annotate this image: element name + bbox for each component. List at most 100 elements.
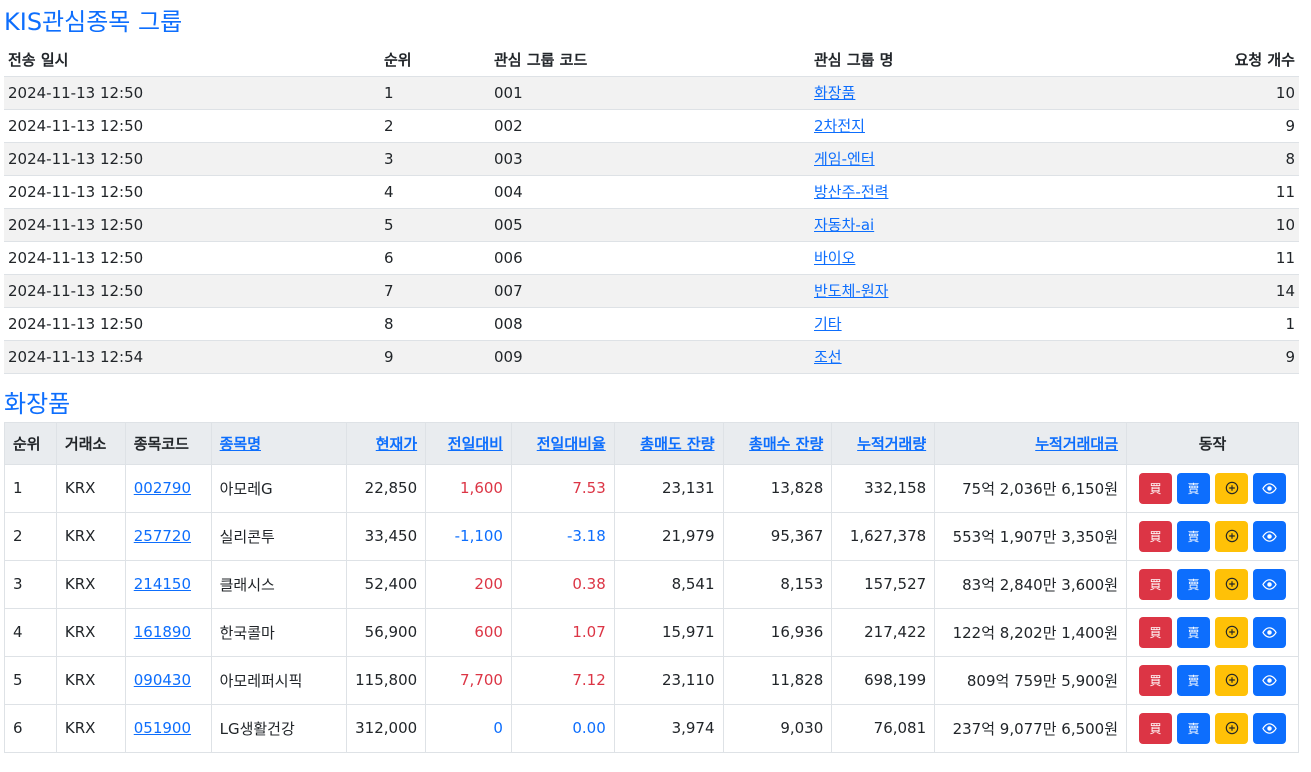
plus-circle-icon [1225, 577, 1239, 591]
stock-code-link[interactable]: 051900 [133, 719, 192, 737]
add-button[interactable] [1215, 568, 1249, 600]
group-request-count: 11 [1190, 241, 1299, 275]
buy-button[interactable]: 買 [1139, 664, 1173, 696]
group-name-link[interactable]: 기타 [814, 315, 842, 333]
sort-ask-total-link[interactable]: 총매도 잔량 [640, 434, 715, 453]
header-bid-total[interactable]: 총매수 잔량 [722, 421, 833, 465]
stock-amount: 122억 8,202만 1,400원 [934, 607, 1128, 657]
group-request-count: 9 [1190, 109, 1299, 143]
stock-code-link[interactable]: 161890 [133, 623, 192, 641]
stock-actions: 買賣 [1126, 511, 1299, 561]
sort-bid-total-link[interactable]: 총매수 잔량 [749, 434, 824, 453]
add-button[interactable] [1215, 472, 1249, 504]
group-name-link[interactable]: 방산주-전력 [814, 183, 889, 201]
stock-change-rate: -3.18 [510, 511, 615, 561]
stock-change: -1,100 [425, 511, 512, 561]
header-ask-total[interactable]: 총매도 잔량 [613, 421, 724, 465]
group-name-link[interactable]: 게임-엔터 [814, 150, 875, 168]
group-row: 2024-11-13 12:50 6 006 바이오 11 [4, 241, 1299, 275]
group-sent-time: 2024-11-13 12:50 [4, 109, 380, 143]
stock-bid-total: 11,828 [722, 655, 833, 705]
stock-price: 22,850 [346, 463, 427, 513]
stock-ask-total: 23,131 [613, 463, 724, 513]
group-name-cell: 2차전지 [810, 109, 1190, 143]
group-name-cell: 반도체-원자 [810, 274, 1190, 308]
header-rank: 순위 [4, 421, 57, 465]
sell-button[interactable]: 賣 [1177, 712, 1211, 744]
stock-code-cell: 002790 [124, 463, 212, 513]
eye-icon [1262, 481, 1277, 496]
sell-button[interactable]: 賣 [1177, 616, 1211, 648]
view-button[interactable] [1253, 616, 1287, 648]
stock-bid-total: 8,153 [722, 559, 833, 609]
sort-change-rate-link[interactable]: 전일대비율 [536, 434, 606, 453]
group-name-link[interactable]: 화장품 [814, 84, 856, 102]
view-button[interactable] [1253, 712, 1287, 744]
add-button[interactable] [1215, 712, 1249, 744]
sell-button[interactable]: 賣 [1177, 664, 1211, 696]
group-name-cell: 게임-엔터 [810, 142, 1190, 176]
group-row: 2024-11-13 12:50 7 007 반도체-원자 14 [4, 274, 1299, 308]
stock-exchange: KRX [55, 703, 126, 753]
sort-stock-name-link[interactable]: 종목명 [219, 434, 261, 453]
group-code: 008 [490, 307, 810, 341]
stock-row: 5 KRX 090430 아모레퍼시픽 115,800 7,700 7.12 23,110 11… [4, 655, 1299, 705]
header-change-rate[interactable]: 전일대비율 [510, 421, 615, 465]
stock-code-link[interactable]: 214150 [133, 575, 192, 593]
buy-button[interactable]: 買 [1139, 712, 1173, 744]
header-change[interactable]: 전일대비 [425, 421, 512, 465]
header-price[interactable]: 현재가 [346, 421, 427, 465]
sort-change-link[interactable]: 전일대비 [447, 434, 503, 453]
group-rank: 8 [380, 307, 490, 341]
sell-button[interactable]: 賣 [1177, 520, 1211, 552]
view-button[interactable] [1253, 664, 1287, 696]
header-group-name: 관심 그룹 명 [810, 43, 1190, 77]
view-button[interactable] [1253, 568, 1287, 600]
stock-change-rate: 0.00 [510, 703, 615, 753]
group-name-link[interactable]: 조선 [814, 348, 842, 366]
buy-button[interactable]: 買 [1139, 472, 1173, 504]
add-button[interactable] [1215, 520, 1249, 552]
header-request-count: 요청 개수 [1190, 43, 1299, 77]
stock-change: 200 [425, 559, 512, 609]
stock-actions: 買賣 [1126, 463, 1299, 513]
group-name-link[interactable]: 바이오 [814, 249, 856, 267]
eye-icon [1262, 529, 1277, 544]
buy-button[interactable]: 買 [1139, 520, 1173, 552]
buy-button[interactable]: 買 [1139, 568, 1173, 600]
buy-button[interactable]: 買 [1139, 616, 1173, 648]
add-button[interactable] [1215, 664, 1249, 696]
stock-code-link[interactable]: 257720 [133, 527, 192, 545]
group-table-header: 전송 일시 순위 관심 그룹 코드 관심 그룹 명 요청 개수 [4, 43, 1299, 77]
view-button[interactable] [1253, 472, 1287, 504]
group-row: 2024-11-13 12:50 4 004 방산주-전력 11 [4, 175, 1299, 209]
group-sent-time: 2024-11-13 12:50 [4, 208, 380, 242]
sort-price-link[interactable]: 현재가 [375, 434, 418, 453]
group-name-link[interactable]: 반도체-원자 [814, 282, 889, 300]
stock-bid-total: 16,936 [722, 607, 833, 657]
stock-code-link[interactable]: 002790 [133, 479, 192, 497]
group-name-link[interactable]: 2차전지 [814, 117, 865, 135]
add-button[interactable] [1215, 616, 1249, 648]
stock-name: 한국콜마 [210, 607, 348, 657]
sort-amount-link[interactable]: 누적거래대금 [1035, 434, 1119, 453]
header-stock-name[interactable]: 종목명 [210, 421, 348, 465]
stock-code-link[interactable]: 090430 [133, 671, 192, 689]
group-rank: 3 [380, 142, 490, 176]
sell-button[interactable]: 賣 [1177, 472, 1211, 504]
stock-actions: 買賣 [1126, 703, 1299, 753]
stock-ask-total: 23,110 [613, 655, 724, 705]
sell-button[interactable]: 賣 [1177, 568, 1211, 600]
plus-circle-icon [1225, 529, 1239, 543]
stock-row: 6 KRX 051900 LG생활건강 312,000 0 0.00 3,974 9,030 76… [4, 703, 1299, 753]
group-name-link[interactable]: 자동차-ai [814, 216, 875, 234]
sort-volume-link[interactable]: 누적거래량 [857, 434, 927, 453]
view-button[interactable] [1253, 520, 1287, 552]
stock-price: 312,000 [346, 703, 427, 753]
header-amount[interactable]: 누적거래대금 [934, 421, 1128, 465]
stock-exchange: KRX [55, 607, 126, 657]
group-name-cell: 기타 [810, 307, 1190, 341]
stock-volume: 698,199 [831, 655, 936, 705]
stock-amount: 75억 2,036만 6,150원 [934, 463, 1128, 513]
header-volume[interactable]: 누적거래량 [831, 421, 936, 465]
